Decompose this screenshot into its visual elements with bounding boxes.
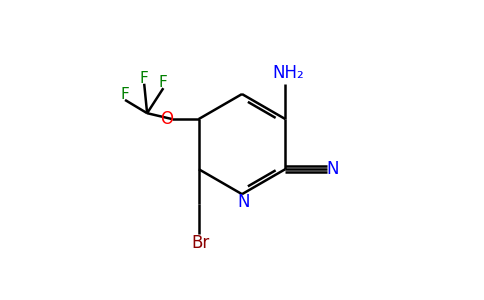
Text: Br: Br (191, 234, 209, 252)
Text: F: F (121, 87, 129, 102)
Text: N: N (237, 193, 250, 211)
Text: F: F (140, 71, 149, 86)
Text: N: N (326, 160, 339, 178)
Text: F: F (159, 75, 167, 90)
Text: NH₂: NH₂ (272, 64, 304, 82)
Text: O: O (160, 110, 173, 128)
